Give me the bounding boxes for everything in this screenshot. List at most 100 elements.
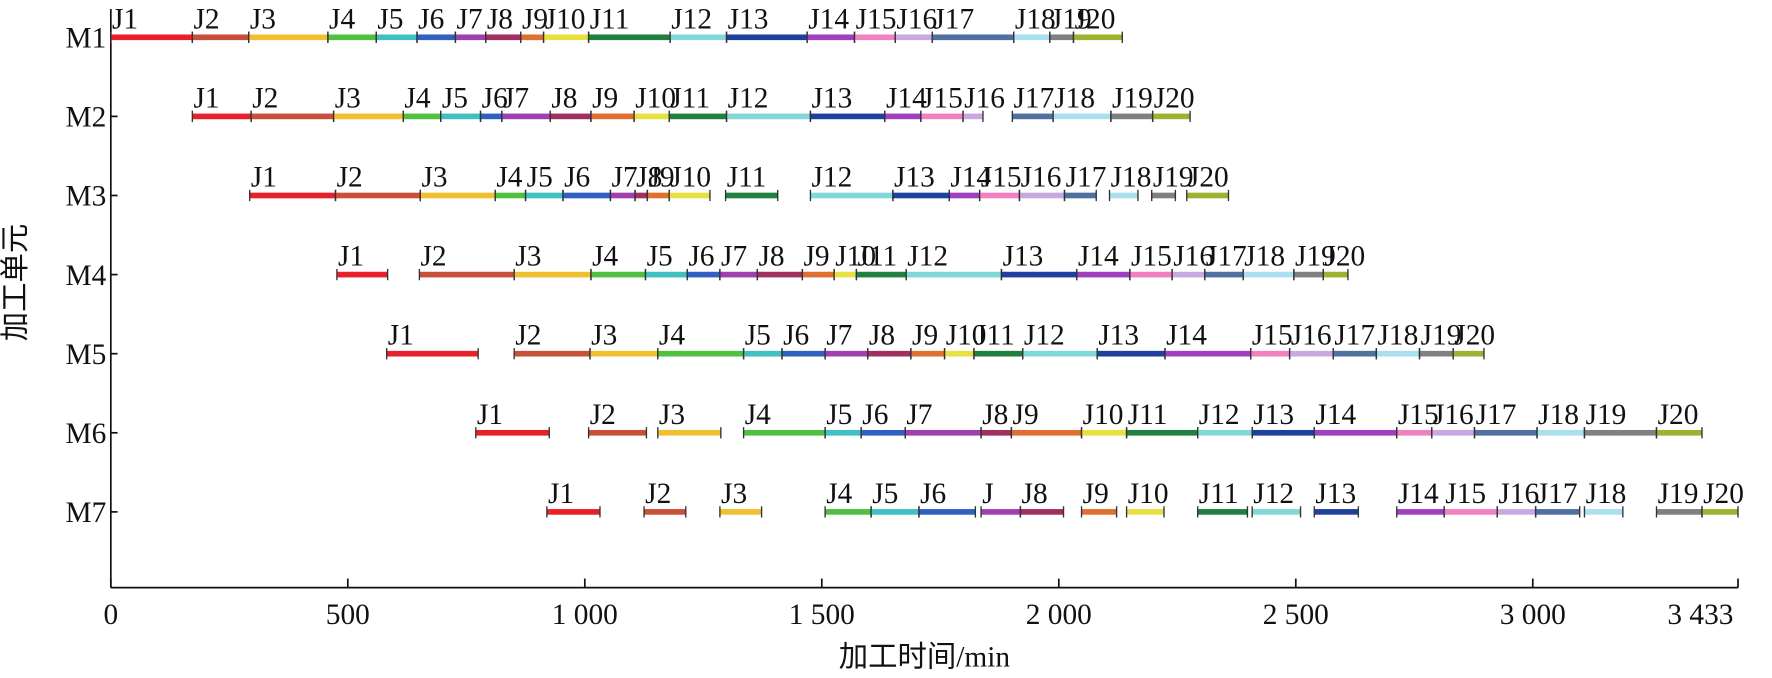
task-label: J18 <box>1054 82 1095 114</box>
task-bar <box>1109 192 1138 199</box>
task-bar <box>944 350 974 357</box>
task-bar <box>1419 350 1454 357</box>
task-bar <box>867 350 911 357</box>
task-bar <box>588 34 671 41</box>
task-bar <box>590 113 635 120</box>
task-label: J6 <box>418 3 444 35</box>
task-label: J6 <box>862 399 888 431</box>
task-label: J12 <box>1253 478 1294 510</box>
task-label: J20 <box>1188 161 1229 193</box>
task-label: J12 <box>671 3 712 35</box>
task-label: J7 <box>721 241 747 273</box>
task-bar <box>1656 509 1702 515</box>
task-label: J7 <box>503 82 529 114</box>
task-bar <box>1250 350 1290 357</box>
task-bar <box>657 429 721 436</box>
task-bar <box>1289 350 1334 357</box>
task-label: J3 <box>591 320 617 352</box>
task-bar <box>834 271 857 278</box>
task-bar <box>1064 192 1097 199</box>
task-bar <box>1197 509 1248 515</box>
x-tick-label: 1 500 <box>789 599 855 631</box>
task-label: J18 <box>1586 478 1627 510</box>
task-label: J6 <box>564 161 590 193</box>
task-label: J17 <box>1476 399 1517 431</box>
task-label: J10 <box>670 161 711 193</box>
task-label: J17 <box>1537 478 1578 510</box>
task-label: J11 <box>727 161 767 193</box>
x-tick-label: 2 500 <box>1263 599 1329 631</box>
task-bar <box>743 429 826 436</box>
task-bar <box>1584 509 1623 515</box>
task-label: J4 <box>826 478 852 510</box>
y-tick-label: M6 <box>65 418 106 450</box>
task-label: J9 <box>912 320 938 352</box>
y-axis-label: 加工单元 <box>0 224 32 342</box>
task-label: J15 <box>1252 320 1293 352</box>
task-bar <box>251 113 334 120</box>
task-label: J2 <box>515 320 541 352</box>
task-bar <box>1293 271 1324 278</box>
task-bar <box>1126 429 1198 436</box>
task-bar <box>563 192 611 199</box>
task-label: J13 <box>1315 478 1356 510</box>
task-bar <box>905 429 982 436</box>
task-bar <box>550 113 591 120</box>
task-label: J10 <box>1083 399 1124 431</box>
task-label: J8 <box>551 82 577 114</box>
task-label: J2 <box>193 3 219 35</box>
y-tick-label: M3 <box>65 181 106 213</box>
task-label: J8 <box>487 3 513 35</box>
task-label: J1 <box>388 320 414 352</box>
task-bar <box>973 350 1023 357</box>
task-bar <box>248 34 328 41</box>
x-tick-label: 0 <box>103 599 118 631</box>
task-bar <box>588 429 647 436</box>
task-label: J20 <box>1703 478 1744 510</box>
task-bar <box>1076 271 1130 278</box>
task-label: J6 <box>688 241 714 273</box>
task-bar <box>1097 350 1165 357</box>
task-bar <box>1073 34 1123 41</box>
task-bar <box>1537 429 1585 436</box>
task-label: J8 <box>869 320 895 352</box>
task-label: J7 <box>457 3 483 35</box>
task-bar <box>1049 34 1074 41</box>
task-label: J9 <box>803 241 829 273</box>
task-bar <box>1497 509 1536 515</box>
task-label: J5 <box>442 82 468 114</box>
x-tick-label: 1 000 <box>552 599 618 631</box>
task-label: J15 <box>856 3 897 35</box>
task-label: J7 <box>906 399 932 431</box>
task-label: J10 <box>1128 478 1169 510</box>
task-bar <box>1164 350 1251 357</box>
task-bar <box>327 34 377 41</box>
task-label: J5 <box>872 478 898 510</box>
x-tick-label: 500 <box>326 599 370 631</box>
task-label: J15 <box>1445 478 1486 510</box>
task-bar <box>1012 113 1054 120</box>
task-label: J17 <box>1013 82 1054 114</box>
task-bar <box>249 192 336 199</box>
task-bar <box>810 113 885 120</box>
task-bar <box>757 271 803 278</box>
task-label: J9 <box>649 161 675 193</box>
task-bar <box>1396 509 1445 515</box>
task-bar <box>932 34 1014 41</box>
task-bar <box>1053 113 1111 120</box>
task-label: J9 <box>1083 478 1109 510</box>
task-bar <box>1126 509 1165 515</box>
task-bar <box>669 192 710 199</box>
task-bar <box>335 192 421 199</box>
task-label: J19 <box>1421 320 1462 352</box>
task-label: J15 <box>922 82 963 114</box>
task-label: J4 <box>496 161 522 193</box>
task-label: J12 <box>1199 399 1240 431</box>
task-bar <box>743 350 782 357</box>
task-label: J10 <box>635 82 676 114</box>
y-tick-label: M2 <box>65 102 106 134</box>
task-bar <box>854 34 896 41</box>
task-bar <box>895 34 933 41</box>
task-bar <box>1022 350 1098 357</box>
